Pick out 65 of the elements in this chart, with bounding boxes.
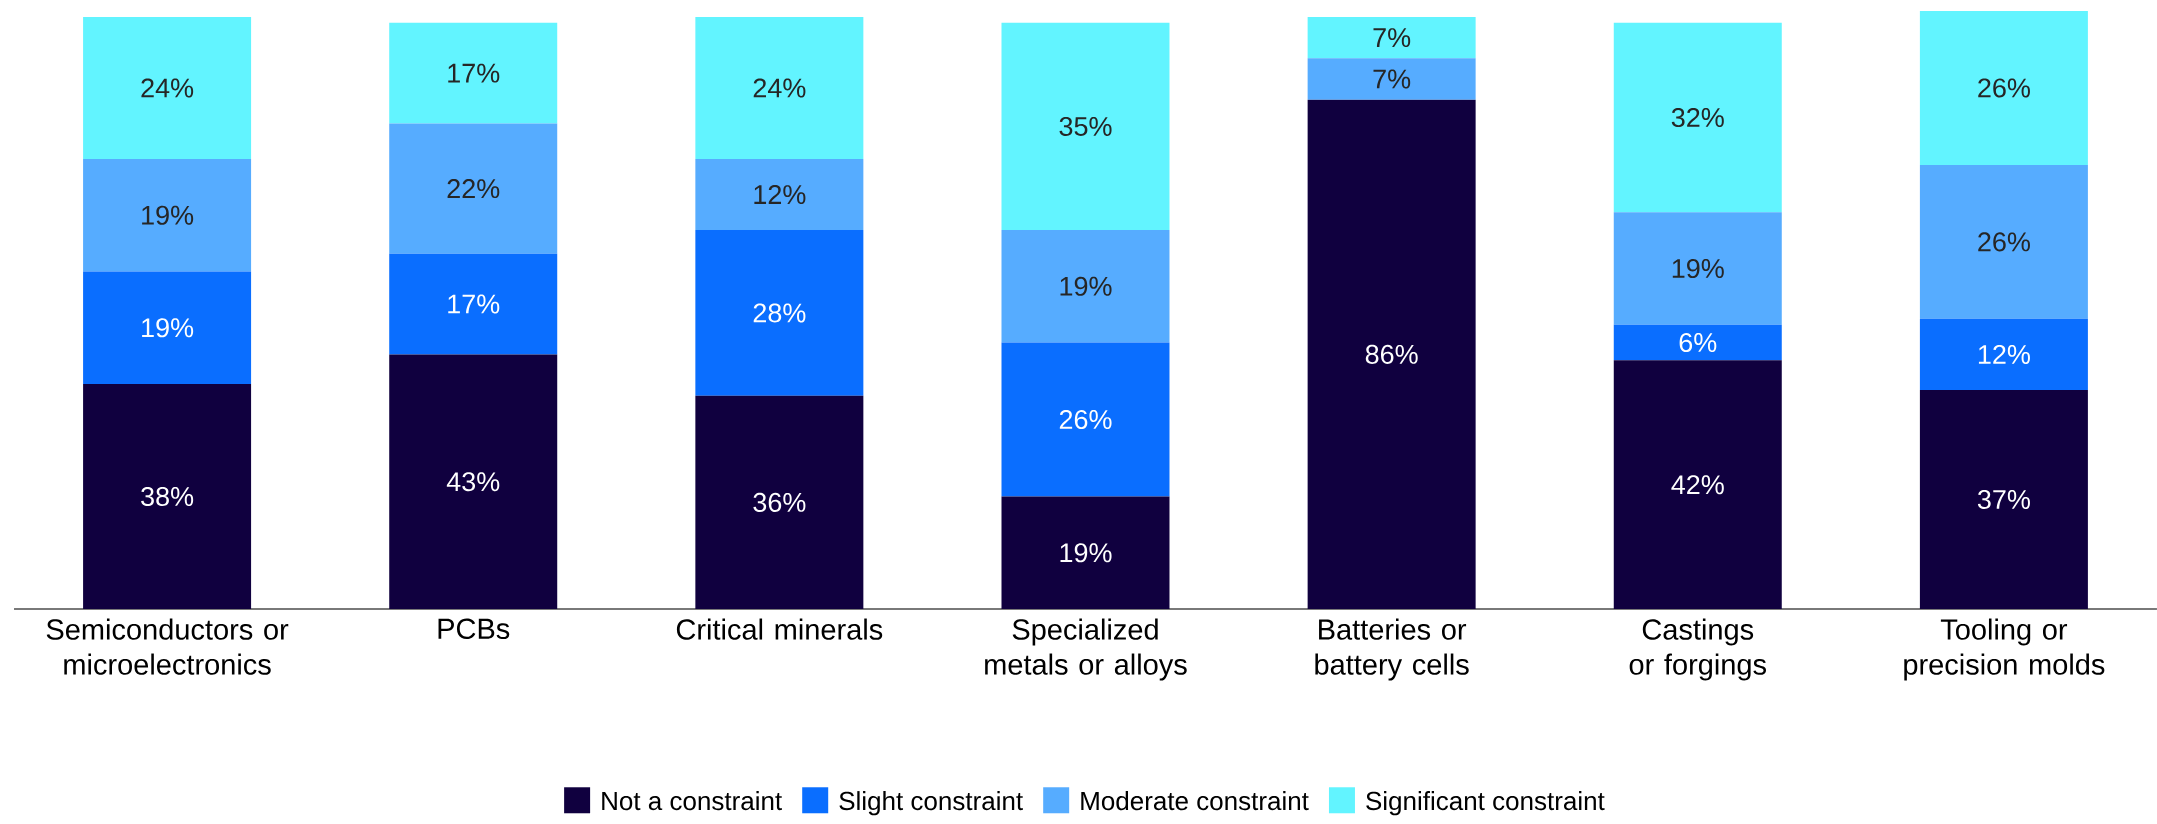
data-label: 86% (1365, 344, 1418, 364)
bar (1001, 22, 1170, 231)
bar (1001, 342, 1170, 497)
data-label: 24% (141, 78, 194, 98)
data-label: 36% (753, 492, 806, 512)
bar (389, 22, 558, 124)
bar (83, 271, 252, 384)
x-tick-label: Critical minerals (676, 618, 883, 640)
data-label: 7% (1373, 69, 1411, 89)
data-label: 19% (1060, 543, 1112, 563)
data-label: 38% (141, 486, 194, 507)
x-tick-label: Semiconductors or microelectronics (46, 618, 289, 675)
bar (1001, 230, 1170, 343)
bar (695, 230, 864, 396)
bar (695, 159, 864, 231)
bar (83, 16, 252, 160)
x-tick-label: Castings or forgings (1629, 618, 1766, 681)
legend-label: Not a constraint (602, 791, 782, 811)
bar (1613, 360, 1782, 609)
data-label: 42% (1671, 475, 1724, 495)
data-label: 28% (753, 303, 806, 323)
bar (389, 354, 558, 609)
x-tick-label: PCBs (438, 618, 510, 640)
data-label: 6% (1679, 332, 1717, 353)
data-label: 35% (1059, 116, 1112, 136)
bar (1919, 389, 2088, 609)
bar (389, 253, 558, 355)
data-label: 26% (1059, 409, 1112, 430)
bar (1919, 10, 2088, 165)
data-label: 26% (1978, 232, 2030, 252)
bar (1919, 318, 2088, 390)
data-label: 19% (1672, 258, 1724, 279)
bar (1919, 164, 2088, 319)
bar (83, 384, 252, 609)
data-label: 37% (1977, 489, 2030, 510)
x-tick-label: Tooling or precision molds (1904, 618, 2105, 681)
bar (695, 395, 864, 609)
data-label: 43% (446, 472, 500, 492)
x-tick-label: Batteries or battery cells (1315, 618, 1469, 681)
data-label: 12% (1978, 344, 2030, 364)
data-label: 17% (448, 294, 500, 314)
bar (1307, 99, 1476, 609)
bar (83, 159, 252, 272)
data-label: 32% (1671, 108, 1724, 128)
bar (695, 16, 864, 160)
bar (1307, 58, 1476, 100)
data-label: 24% (753, 78, 806, 98)
legend-label: Significant constraint (1366, 791, 1605, 816)
bar (1001, 496, 1170, 609)
data-label: 19% (1060, 276, 1112, 296)
data-label: 7% (1373, 28, 1411, 48)
bar (1307, 16, 1476, 59)
bar (1613, 324, 1782, 361)
data-label: 26% (1978, 78, 2030, 98)
x-tick-label: Specialized metals or alloys (985, 618, 1187, 681)
legend-label: Moderate constraint (1081, 791, 1309, 811)
data-label: 17% (448, 63, 500, 83)
bar (389, 123, 558, 254)
bar (1613, 22, 1782, 213)
legend-label: Slight constraint (839, 791, 1023, 816)
bar (1613, 212, 1782, 325)
data-label: 12% (754, 185, 806, 205)
data-label: 22% (447, 179, 500, 199)
data-label: 19% (142, 205, 194, 225)
data-label: 19% (142, 318, 194, 338)
